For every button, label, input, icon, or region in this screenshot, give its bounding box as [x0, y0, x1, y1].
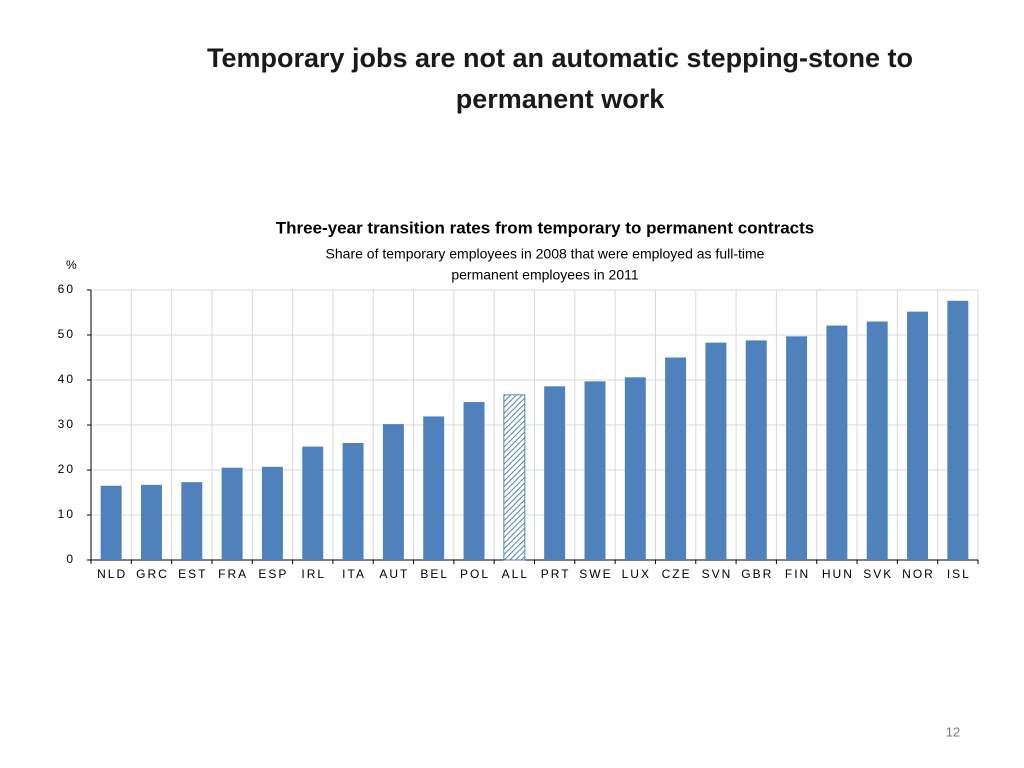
bar	[503, 394, 526, 561]
y-tick-label: 30	[58, 417, 75, 431]
bar	[181, 482, 203, 560]
bar	[463, 402, 485, 560]
y-axis-label: %	[66, 258, 79, 272]
x-tick-label: GRC	[136, 567, 169, 581]
x-tick-label: SWE	[579, 567, 612, 581]
x-tick-label: SVK	[863, 567, 893, 581]
x-tick-label: NOR	[902, 567, 935, 581]
x-tick-label: ITA	[342, 567, 366, 581]
bar	[705, 342, 727, 560]
x-tick-label: POL	[460, 567, 490, 581]
bar	[665, 357, 687, 560]
bar	[947, 300, 969, 560]
chart-subtitle: permanent employees in 2011	[451, 267, 639, 283]
y-tick-label: 20	[58, 462, 75, 476]
x-tick-label: ESP	[258, 567, 288, 581]
x-tick-label: ALL	[502, 567, 529, 581]
x-tick-label: FIN	[785, 567, 810, 581]
x-tick-label: SVN	[702, 567, 733, 581]
bar	[624, 377, 646, 560]
x-tick-label: AUT	[379, 567, 409, 581]
bar	[584, 381, 606, 560]
chart-subtitle: Share of temporary employees in 2008 tha…	[326, 246, 765, 262]
page-number: 12	[946, 724, 960, 739]
y-tick-label: 50	[58, 327, 75, 341]
bar	[342, 443, 364, 560]
bar	[100, 485, 122, 560]
y-tick-label: 40	[58, 372, 75, 386]
bar	[302, 446, 324, 560]
bar	[826, 325, 848, 560]
x-tick-label: ISL	[947, 567, 971, 581]
x-tick-label: EST	[178, 567, 207, 581]
x-tick-label: GBR	[741, 567, 773, 581]
x-tick-label: IRL	[301, 567, 326, 581]
bar	[866, 321, 888, 560]
bar	[382, 424, 404, 560]
bar	[745, 340, 767, 560]
bar	[423, 416, 445, 560]
x-tick-label: NLD	[97, 567, 127, 581]
y-tick-label: 10	[58, 507, 75, 521]
y-tick-label: 0	[66, 552, 75, 566]
bar	[140, 484, 162, 560]
x-tick-label: CZE	[662, 567, 692, 581]
bar	[544, 386, 566, 560]
y-tick-label: 60	[58, 282, 75, 296]
bar	[261, 466, 283, 560]
slide-title: Temporary jobs are not an automatic step…	[207, 43, 913, 73]
bar	[221, 467, 243, 560]
bar	[907, 311, 929, 560]
bar	[786, 336, 808, 560]
x-tick-label: HUN	[822, 567, 854, 581]
x-tick-label: FRA	[218, 567, 248, 581]
chart-title: Three-year transition rates from tempora…	[276, 218, 814, 237]
slide-title: permanent work	[456, 84, 666, 114]
x-tick-label: PRT	[541, 567, 571, 581]
x-tick-label: BEL	[420, 567, 449, 581]
x-tick-label: LUX	[622, 567, 651, 581]
